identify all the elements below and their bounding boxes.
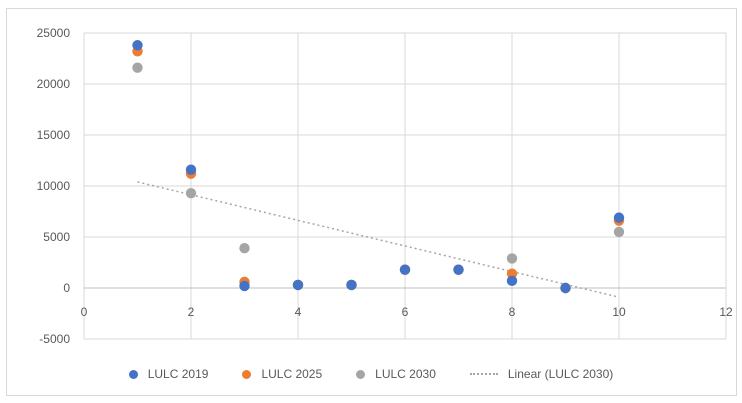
legend-item-lulc-2030: LULC 2030 [356, 367, 436, 381]
point-lulc-2019 [239, 280, 250, 292]
chart-frame [6, 8, 737, 396]
point-lulc-2030 [132, 62, 143, 73]
points-layer [132, 40, 625, 294]
x-tick-label: 10 [612, 305, 626, 319]
legend-label-lulc-2030: LULC 2030 [375, 367, 436, 381]
x-tick-label: 4 [295, 305, 302, 319]
legend-marker-lulc-2030 [356, 369, 366, 379]
tick-labels-layer: -5000 0 5000 10000 15000 20000 25000 0 2 4 6 8 10 12 [37, 26, 733, 346]
point-lulc-2025 [506, 268, 518, 279]
grid-layer [83, 32, 727, 340]
y-tick-label: -5000 [39, 332, 70, 346]
point-lulc-2019 [185, 164, 197, 175]
legend-item-lulc-2019: LULC 2019 [128, 367, 209, 381]
point-lulc-2030 [613, 226, 625, 238]
legend-marker-trendline [469, 373, 498, 375]
point-lulc-2019 [613, 212, 625, 223]
legend-item-lulc-2025: LULC 2025 [242, 367, 322, 381]
trendline-lulc-2030 [137, 181, 620, 298]
point-lulc-2030 [239, 243, 250, 254]
point-lulc-2019 [506, 275, 518, 287]
legend-marker-lulc-2019 [128, 369, 138, 379]
y-tick-label: 20000 [37, 77, 71, 91]
x-tick-label: 2 [188, 305, 195, 319]
x-tick-label: 6 [402, 305, 409, 319]
x-tick-label: 0 [81, 305, 88, 319]
point-lulc-2019 [453, 264, 464, 275]
y-tick-label: 25000 [37, 26, 71, 40]
point-lulc-2019 [292, 279, 304, 291]
point-lulc-2019 [132, 40, 143, 51]
point-lulc-2030 [506, 253, 518, 264]
legend-item-trendline: Linear (LULC 2030) [469, 367, 614, 381]
trendline-layer [137, 181, 620, 298]
y-tick-label: 10000 [37, 179, 71, 193]
legend-label-lulc-2019: LULC 2019 [147, 367, 209, 381]
x-tick-label: 12 [719, 305, 733, 319]
point-lulc-2019 [346, 279, 357, 291]
y-tick-label: 5000 [43, 230, 70, 244]
legend-marker-lulc-2025 [242, 369, 252, 379]
point-lulc-2030 [185, 187, 197, 199]
point-lulc-2019 [560, 282, 571, 294]
y-tick-label: 0 [63, 281, 70, 295]
x-tick-label: 8 [509, 305, 516, 319]
y-tick-label: 15000 [37, 128, 71, 142]
legend-label-lulc-2025: LULC 2025 [261, 367, 323, 381]
point-lulc-2019 [399, 264, 411, 275]
legend-label-trendline: Linear (LULC 2030) [507, 367, 614, 381]
legend: LULC 2019 LULC 2025 LULC 2030 Linear (LU… [0, 362, 742, 386]
